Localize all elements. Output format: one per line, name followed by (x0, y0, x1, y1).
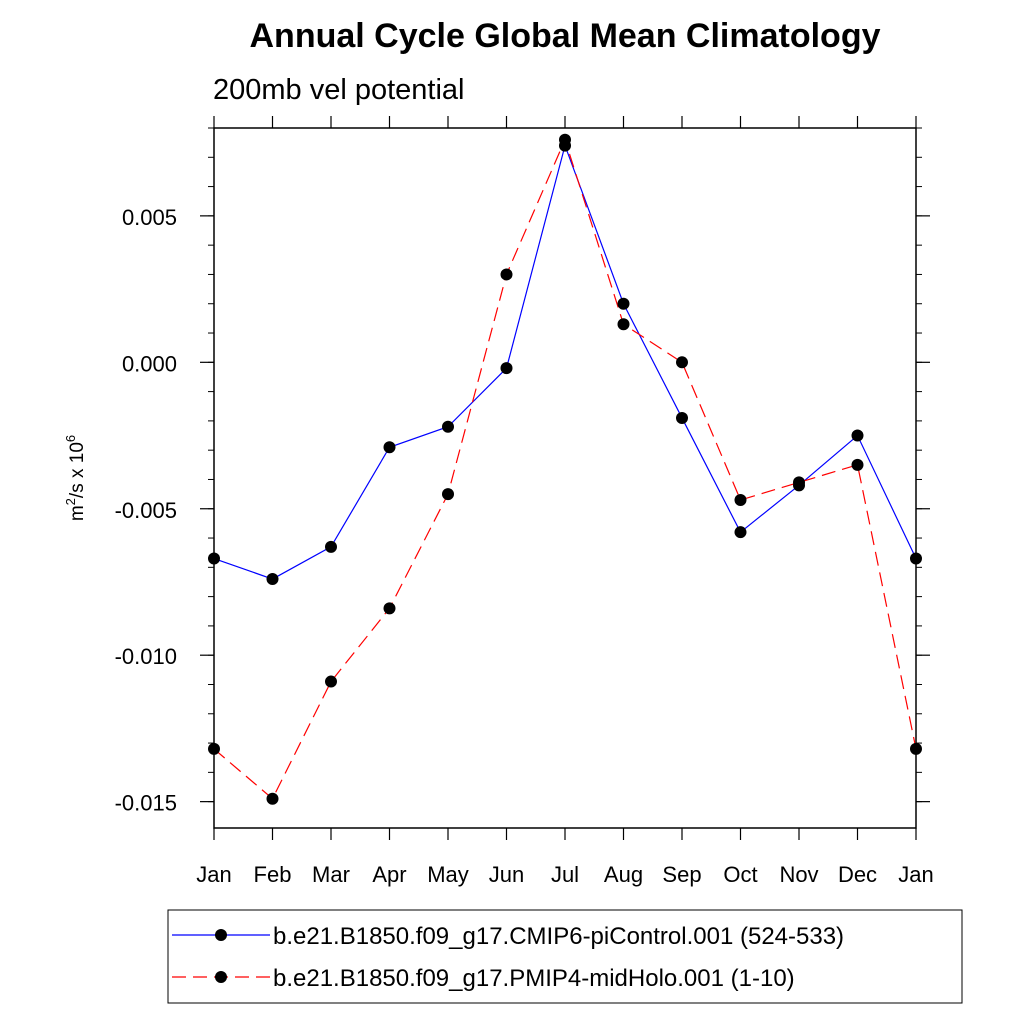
data-point-series-1 (500, 268, 513, 281)
series-line-1 (213, 138, 917, 800)
data-point-series-1 (325, 675, 337, 688)
legend: b.e21.B1850.f09_g17.CMIP6-piControl.001 … (167, 909, 963, 1004)
legend-box (167, 909, 963, 1004)
data-point-series-0 (266, 573, 279, 586)
x-tick-label: Jul (551, 862, 579, 887)
data-point-series-0 (676, 411, 688, 424)
y-tick-label: 0.000 (122, 351, 177, 376)
data-point-series-0 (910, 552, 922, 565)
data-point-series-0 (383, 441, 396, 454)
x-tick-label: Nov (779, 862, 818, 887)
y-axis-label-sup1: 2 (63, 498, 78, 505)
y-axis-label: m2/s x 106 (63, 435, 88, 521)
y-tick-label: -0.015 (115, 791, 177, 816)
x-tick-label: Aug (604, 862, 643, 887)
data-point-series-0 (208, 552, 220, 565)
x-tick-label: Jan (898, 862, 933, 887)
y-axis-label-mid: /s x 10 (67, 442, 88, 498)
x-tick-label: May (427, 862, 469, 887)
data-point-series-0 (442, 420, 454, 433)
data-point-series-0 (325, 540, 337, 553)
x-tick-label: Oct (723, 862, 757, 887)
chart-title: Annual Cycle Global Mean Climatology (250, 17, 881, 55)
data-point-series-1 (734, 493, 747, 506)
data-point-series-1 (208, 742, 220, 755)
data-point-series-1 (559, 133, 571, 146)
data-point-series-0 (617, 297, 630, 310)
x-tick-label: Apr (372, 862, 406, 887)
x-tick-label: Dec (838, 862, 877, 887)
data-point-series-1 (793, 476, 805, 489)
x-tick-label: Jan (196, 862, 231, 887)
series-line-0 (213, 143, 917, 580)
x-tick-label: Sep (662, 862, 701, 887)
data-point-series-1 (676, 356, 688, 369)
y-tick-label: 0.005 (122, 205, 177, 230)
y-tick-label: -0.010 (115, 644, 177, 669)
legend-label-midHolo: b.e21.B1850.f09_g17.PMIP4-midHolo.001 (1… (273, 965, 795, 992)
data-point-series-1 (442, 488, 454, 501)
y-axis-label-base: m (67, 505, 88, 521)
data-point-series-0 (500, 362, 513, 375)
y-tick-label: -0.005 (115, 498, 177, 523)
series-lines (213, 138, 917, 800)
y-ticks: 0.005 0.000 -0.005 -0.010 -0.015 (115, 127, 930, 816)
data-point-series-0 (734, 526, 747, 539)
data-point-series-1 (383, 602, 396, 615)
legend-label-piControl: b.e21.B1850.f09_g17.CMIP6-piControl.001 … (273, 923, 844, 950)
data-point-series-1 (910, 742, 922, 755)
data-point-series-1 (851, 458, 864, 471)
y-axis-label-sup2: 6 (63, 435, 78, 442)
data-point-series-1 (266, 792, 279, 805)
chart-subtitle: 200mb vel potential (213, 74, 465, 106)
plot-frame (213, 127, 917, 829)
x-tick-label: Jun (489, 862, 524, 887)
data-point-series-0 (851, 429, 864, 442)
x-ticks: Jan Feb Mar Apr May Jun Jul Aug Sep Oct Nov Dec Jan (196, 116, 934, 887)
data-point-series-1 (617, 318, 630, 331)
legend-marker-piControl (215, 929, 227, 941)
legend-marker-midHolo (215, 971, 227, 983)
series-points (208, 133, 922, 805)
x-tick-label: Feb (254, 862, 292, 887)
plot-area: Jan Feb Mar Apr May Jun Jul Aug Sep Oct Nov Dec Jan … (115, 116, 934, 887)
x-tick-label: Mar (312, 862, 350, 887)
